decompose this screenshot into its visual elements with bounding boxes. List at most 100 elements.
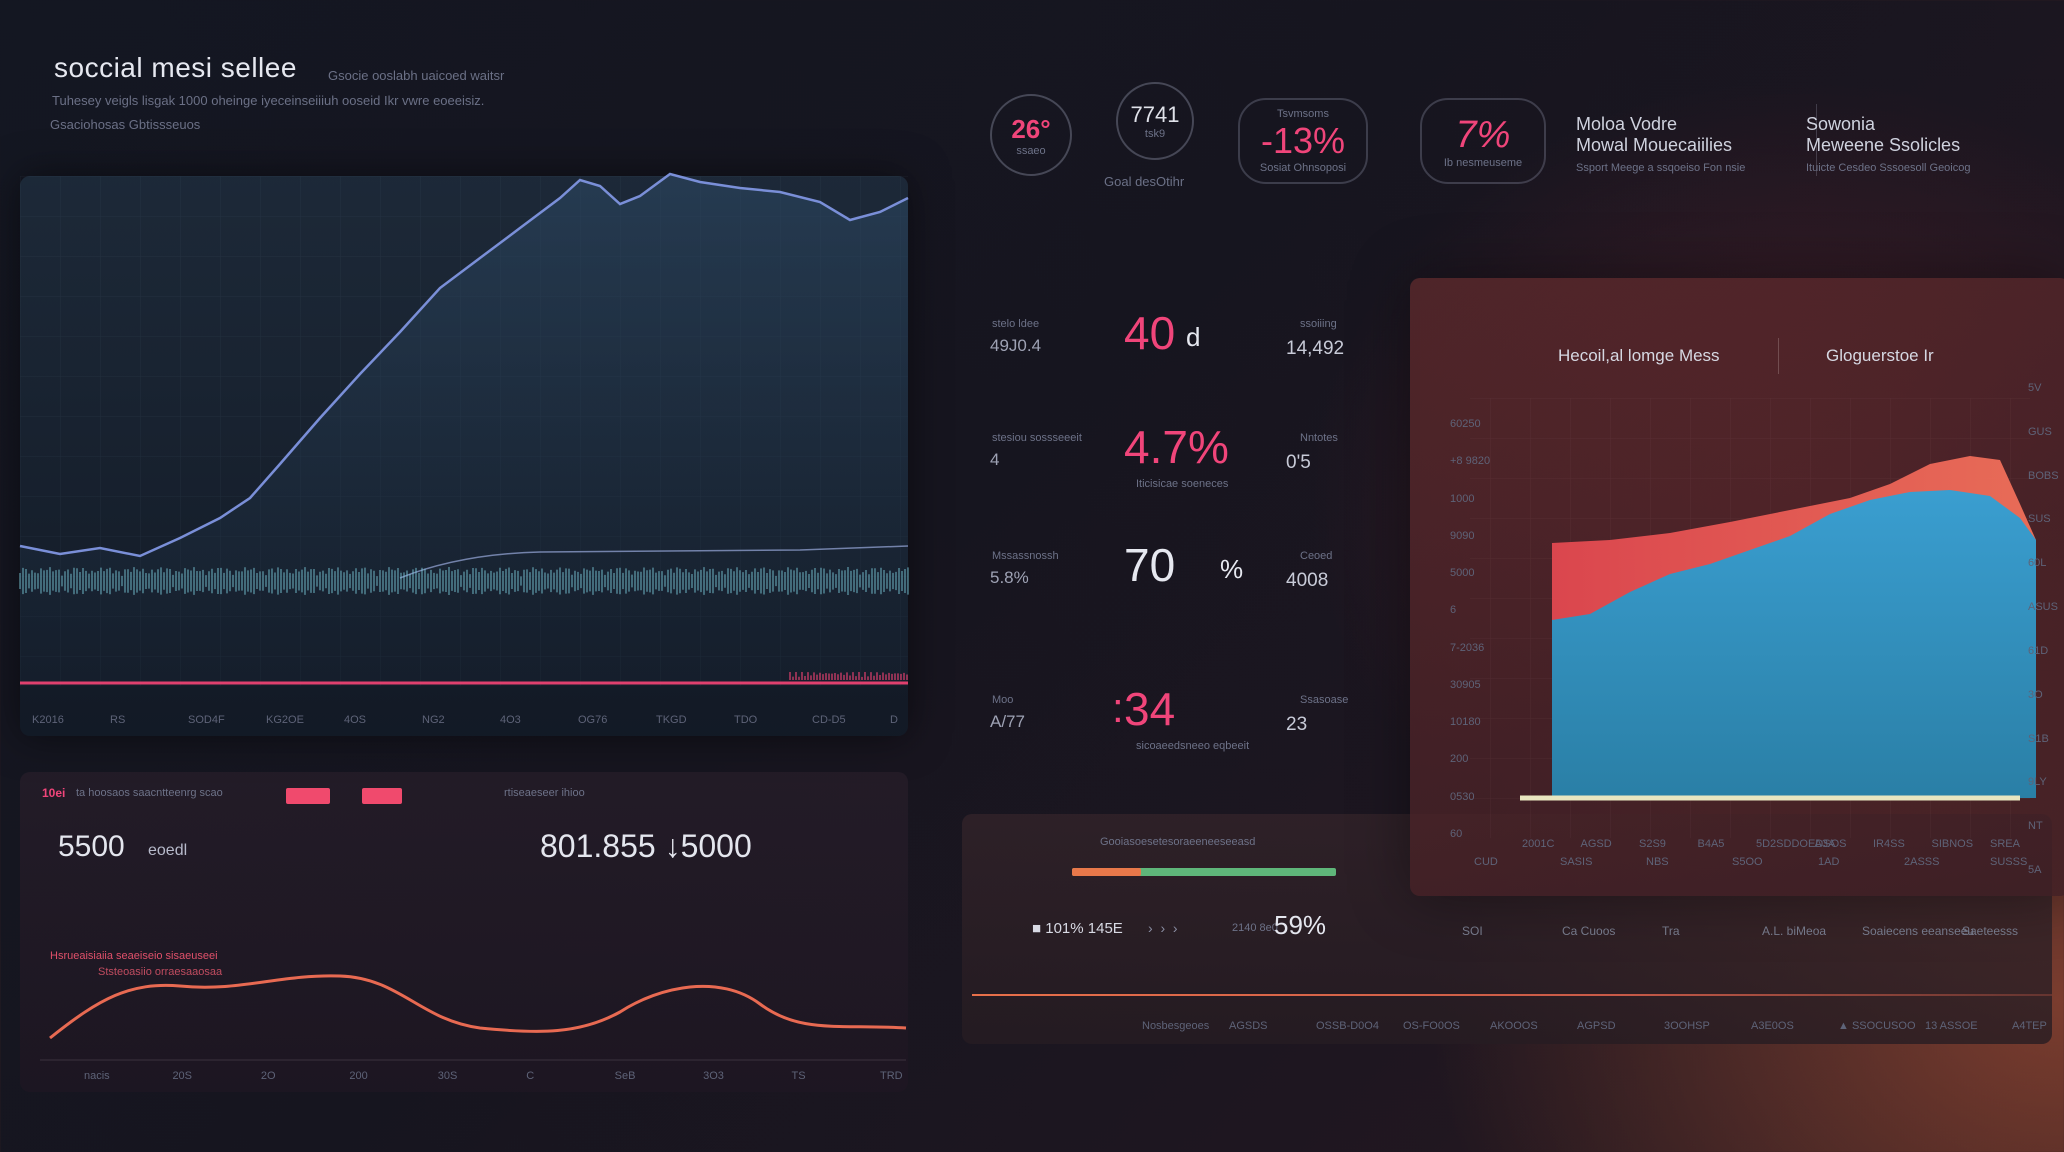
stat-right-label: ssoiiing bbox=[1300, 318, 1337, 330]
stat-mid-value: 4.7% bbox=[1124, 421, 1229, 473]
kpi-percent[interactable]: 7% Ib nesmeuseme bbox=[1420, 98, 1546, 184]
x-tick-label: 200 bbox=[349, 1070, 368, 1082]
x-tick-label: AGSDS bbox=[1229, 1020, 1268, 1032]
dashboard-subtitle: Tuhesey veigls lisgak 1000 oheinge iyece… bbox=[52, 93, 485, 108]
area-series-blue bbox=[1552, 490, 2036, 798]
x-tick-label: 5D2SDDOEDSOS bbox=[1756, 838, 1847, 850]
kpi-percent-down[interactable]: Tsvmsoms -13% Sosiat Ohnsoposi bbox=[1238, 98, 1368, 184]
y-tick-label-right: ASUS bbox=[2028, 601, 2058, 614]
kpi-text-block-1: Moloa Vodre Mowal Mouecaiilies Ssport Me… bbox=[1576, 114, 1776, 174]
kpi-caption: Ib nesmeuseme bbox=[1443, 156, 1523, 169]
x-tick-label: AGSD bbox=[1580, 838, 1612, 850]
x-tick-label: AGPSD bbox=[1577, 1020, 1616, 1032]
pink-noise-path bbox=[789, 672, 908, 680]
stat-left-value: 5.8% bbox=[990, 568, 1029, 587]
y-tick-label: 7-2036 bbox=[1450, 641, 1485, 654]
legend-item: Saeteesss bbox=[1962, 924, 2019, 938]
area-chart-title: Hecoil,al lomge Mess bbox=[1558, 346, 1720, 365]
x-tick-label: 3O3 bbox=[703, 1070, 724, 1082]
stat-mid-value: 70 bbox=[1124, 539, 1176, 591]
kpi-line1: Sowonia bbox=[1806, 114, 1876, 134]
x-tick-label: S2S9 bbox=[1639, 838, 1666, 850]
x-tick-label-2: S5OO bbox=[1732, 856, 1763, 868]
x-tick-label: SeB bbox=[614, 1070, 636, 1082]
x-tick-label: NG2 bbox=[422, 714, 445, 726]
chevron-icons[interactable]: › › › bbox=[1148, 920, 1178, 936]
x-tick-label: TKGD bbox=[656, 714, 687, 726]
x-tick-label: 2001C bbox=[1522, 838, 1555, 850]
legend-swatch-2[interactable] bbox=[362, 788, 402, 804]
x-tick-label: 13 ASSOE bbox=[1925, 1020, 1978, 1032]
y-tick-label: +8 9820 bbox=[1450, 455, 1491, 468]
legend-item: SOI bbox=[1462, 924, 1483, 938]
stat-right-value: 0'5 bbox=[1286, 452, 1311, 473]
divider bbox=[1782, 104, 1817, 176]
x-tick-label: TDO bbox=[734, 714, 758, 726]
y-tick-label: 6 bbox=[1450, 604, 1457, 617]
stat-left-value: A/77 bbox=[990, 712, 1025, 731]
kpi-goal[interactable]: 7741 tsk9 bbox=[1116, 82, 1194, 160]
x-tick-label: B4A5 bbox=[1697, 838, 1725, 850]
kpi-value: 7% bbox=[1455, 113, 1511, 156]
x-tick-label: 4OS bbox=[344, 714, 367, 726]
y-tick-label: 5000 bbox=[1450, 567, 1475, 580]
wave-chart-svg bbox=[40, 974, 907, 1061]
x-tick-label: SOD4F bbox=[188, 714, 225, 726]
legend-2: rtiseaeseer ihioo bbox=[504, 787, 585, 799]
baseline-line bbox=[399, 545, 909, 579]
x-tick-label-2: SASIS bbox=[1560, 856, 1593, 868]
legend-item: Tra bbox=[1662, 924, 1680, 938]
x-tick-label: D bbox=[890, 714, 898, 726]
pink-noise bbox=[789, 672, 908, 680]
kpi-temperature[interactable]: 26° ssaeo bbox=[990, 94, 1072, 176]
stat-right-label: Nntotes bbox=[1300, 432, 1338, 444]
x-tick-label-2: CUD bbox=[1474, 856, 1498, 868]
x-tick-label: A3A bbox=[1814, 838, 1836, 850]
y-tick-label-right: NT bbox=[2028, 820, 2043, 833]
legend-item: Ca Cuoos bbox=[1562, 924, 1616, 938]
stat-left-value: 4 bbox=[990, 450, 1000, 469]
y-tick-label-right: BOBS bbox=[2028, 469, 2059, 482]
timeline-line bbox=[972, 994, 2052, 996]
y-tick-label-right: 5A bbox=[2028, 864, 2042, 876]
main-line-chart[interactable] bbox=[19, 172, 909, 736]
area-chart-panel[interactable]: Hecoil,al lomge Mess Gloguerstoe Ir 6025… bbox=[1410, 278, 2064, 896]
legend-item: Soaiecens eeanseeu bbox=[1862, 924, 1975, 938]
main-x-axis: K2016 RS SOD4F KG2OE 4OS NG2 4O3 OG76 TKGD TDO CD-… bbox=[20, 712, 908, 732]
y-tick-label: 200 bbox=[1450, 753, 1469, 766]
main-area-fill bbox=[20, 174, 908, 686]
stat-mid-value: 34 bbox=[1124, 683, 1176, 735]
kpi-value: 7741 bbox=[1130, 102, 1180, 127]
y-tick-label-right: 60L bbox=[2028, 557, 2047, 570]
center-value: 801.855 ↓5000 bbox=[540, 828, 752, 864]
x-tick-label: SREA bbox=[1990, 838, 2020, 850]
stat-right-label: Ssasoase bbox=[1300, 694, 1349, 706]
stat-mid-prefix: : bbox=[1112, 684, 1124, 731]
x-tick-label: A4TEP bbox=[2012, 1020, 2047, 1032]
legend-item: A.L. biMeoa bbox=[1762, 924, 1827, 938]
progress-right-value: 59% bbox=[1274, 910, 1327, 940]
y-tick-label: 10180 bbox=[1450, 716, 1481, 729]
kpi-caption: Ssport Meege a ssqoeiso Fon nsie bbox=[1576, 162, 1746, 174]
stat-left-label: stelo ldee bbox=[992, 318, 1040, 330]
legend-swatch-1[interactable] bbox=[286, 788, 330, 804]
x-tick-label: 4O3 bbox=[500, 714, 521, 726]
y-tick-label: 9090 bbox=[1450, 529, 1475, 542]
x-tick-label: TRD bbox=[880, 1070, 903, 1082]
x-tick-label-2: 2ASSS bbox=[1904, 856, 1940, 868]
dashboard-title: soccial mesi sellee bbox=[54, 52, 297, 83]
x-tick-label: 2O bbox=[260, 1070, 276, 1082]
kpi-value: 26° bbox=[1011, 113, 1051, 144]
stat-left-label: stesiou sossseeeit bbox=[992, 432, 1082, 444]
bottom-left-panel[interactable]: 10ei ta hoosaos saacntteenrg scao rtisea… bbox=[20, 772, 908, 1092]
note-1: Hsrueaisiaiia seaeiseio sisaeuseei bbox=[50, 950, 218, 962]
x-tick-label-2: NBS bbox=[1646, 856, 1669, 868]
progress-bar[interactable] bbox=[1072, 868, 1336, 876]
x-tick-label-2: SUSSS bbox=[1990, 856, 2028, 868]
kpi-value: -13% bbox=[1260, 120, 1346, 161]
legend-label: 10ei bbox=[42, 786, 66, 800]
stat-left-label: Moo bbox=[992, 694, 1014, 706]
y-tick-label-right: 9LY bbox=[2028, 776, 2047, 789]
x-tick-label: OS-FO0OS bbox=[1403, 1020, 1460, 1032]
kpi-goal-caption: Goal desOtihr bbox=[1104, 174, 1185, 189]
